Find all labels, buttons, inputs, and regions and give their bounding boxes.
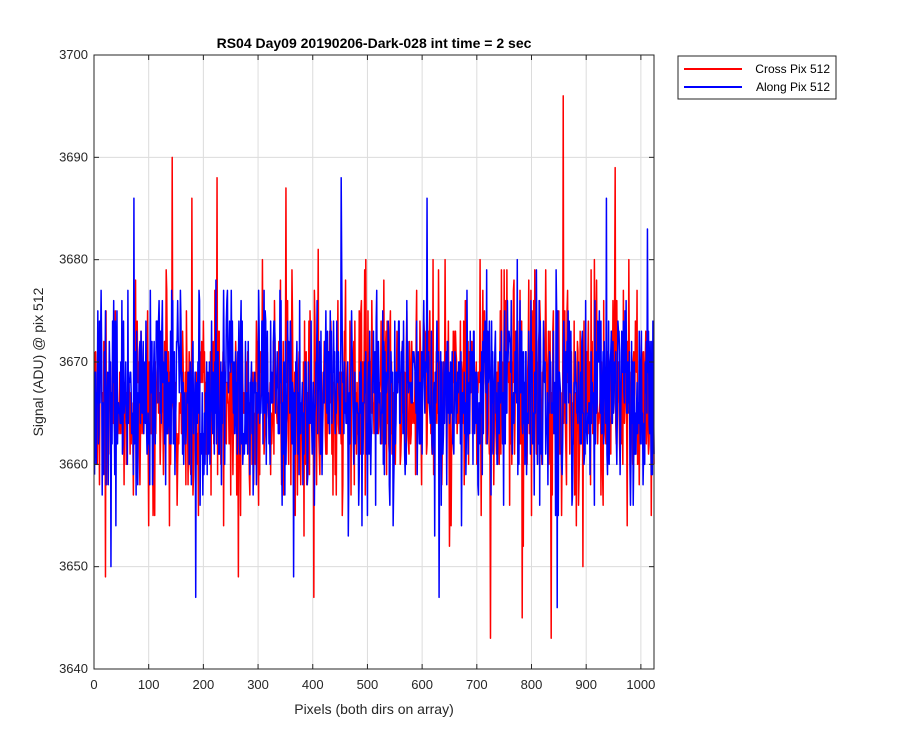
y-tick-label: 3680: [59, 252, 88, 267]
y-tick-label: 3690: [59, 149, 88, 164]
x-axis-label: Pixels (both dirs on array): [294, 701, 454, 717]
y-tick-label: 3660: [59, 456, 88, 471]
y-axis-ticks: 3640 3650 3660 3670 3680 3690 3700: [59, 47, 654, 676]
x-tick-label: 500: [357, 677, 379, 692]
along-pix-series-line: [93, 177, 655, 609]
legend-label-along: Along Pix 512: [756, 80, 830, 94]
y-tick-label: 3700: [59, 47, 88, 62]
y-tick-label: 3650: [59, 559, 88, 574]
chart-title: RS04 Day09 20190206-Dark-028 int time = …: [217, 35, 532, 51]
x-tick-label: 1000: [626, 677, 655, 692]
legend-box: [677, 55, 837, 100]
y-tick-label: 3640: [59, 661, 88, 676]
x-tick-label: 800: [521, 677, 543, 692]
legend-label-cross: Cross Pix 512: [755, 62, 830, 76]
x-tick-label: 0: [90, 677, 97, 692]
y-axis-label: Signal (ADU) @ pix 512: [30, 287, 46, 436]
legend: Cross Pix 512 Along Pix 512: [677, 55, 837, 100]
x-tick-label: 700: [466, 677, 488, 692]
x-tick-label: 900: [575, 677, 597, 692]
x-axis-ticks: 0 100 200 300 400 500 600 700 800 900 1000: [90, 55, 655, 692]
x-tick-label: 100: [138, 677, 160, 692]
series-lines: [93, 95, 655, 640]
x-tick-label: 300: [247, 677, 269, 692]
x-tick-label: 200: [193, 677, 215, 692]
x-tick-label: 600: [411, 677, 433, 692]
y-tick-label: 3670: [59, 354, 88, 369]
x-tick-label: 400: [302, 677, 324, 692]
